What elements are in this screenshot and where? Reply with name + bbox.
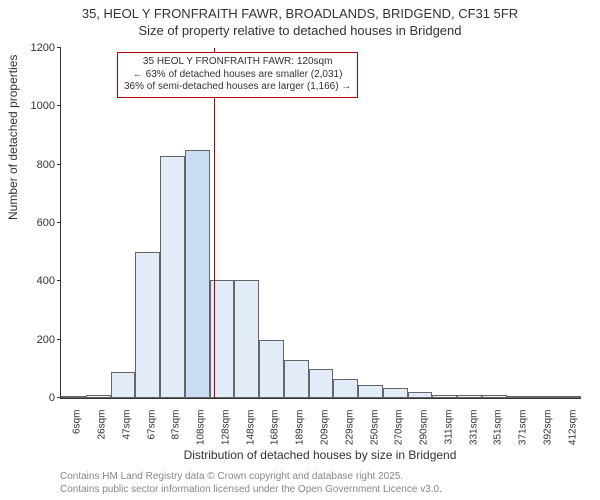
- histogram-bar: [432, 395, 457, 398]
- y-tick-mark: [57, 222, 61, 223]
- histogram-plot: 35 HEOL Y FRONFRAITH FAWR: 120sqm ← 63% …: [60, 48, 581, 399]
- chart-title: 35, HEOL Y FRONFRAITH FAWR, BROADLANDS, …: [0, 0, 600, 40]
- histogram-bar: [482, 395, 507, 399]
- histogram-bar: [531, 396, 556, 398]
- property-callout: 35 HEOL Y FRONFRAITH FAWR: 120sqm ← 63% …: [117, 52, 358, 98]
- histogram-bar: [457, 395, 482, 398]
- y-tick-label: 400: [37, 275, 61, 287]
- histogram-bar: [383, 388, 408, 398]
- y-tick-label: 1000: [31, 100, 61, 112]
- histogram-bar: [556, 396, 581, 398]
- attribution-footer: Contains HM Land Registry data © Crown c…: [60, 471, 442, 496]
- y-tick-mark: [57, 164, 61, 165]
- histogram-bar: [61, 396, 86, 398]
- histogram-bar: [234, 280, 259, 398]
- histogram-bar: [135, 252, 160, 398]
- y-tick-mark: [57, 105, 61, 106]
- footer-line-2: Contains public sector information licen…: [60, 484, 442, 497]
- y-tick-mark: [57, 47, 61, 48]
- title-line-2: Size of property relative to detached ho…: [0, 23, 600, 40]
- y-tick-label: 800: [37, 159, 61, 171]
- histogram-bar: [185, 150, 210, 398]
- x-axis-label: Distribution of detached houses by size …: [60, 448, 580, 462]
- histogram-bar: [408, 392, 433, 398]
- histogram-bar: [86, 395, 111, 398]
- y-tick-label: 200: [37, 334, 61, 346]
- y-axis-label: Number of detached properties: [6, 55, 20, 220]
- y-tick-mark: [57, 339, 61, 340]
- y-tick-label: 0: [49, 392, 61, 404]
- histogram-bar: [160, 156, 185, 398]
- y-tick-label: 1200: [31, 42, 61, 54]
- title-line-1: 35, HEOL Y FRONFRAITH FAWR, BROADLANDS, …: [0, 6, 600, 23]
- histogram-bar: [333, 379, 358, 398]
- histogram-bar: [358, 385, 383, 398]
- histogram-bar: [309, 369, 334, 398]
- histogram-bar: [111, 372, 136, 398]
- y-tick-mark: [57, 280, 61, 281]
- callout-line-3: 36% of semi-detached houses are larger (…: [124, 81, 351, 94]
- histogram-bar: [284, 360, 309, 398]
- y-tick-label: 600: [37, 217, 61, 229]
- footer-line-1: Contains HM Land Registry data © Crown c…: [60, 471, 442, 484]
- histogram-bar: [259, 340, 284, 398]
- callout-line-1: 35 HEOL Y FRONFRAITH FAWR: 120sqm: [124, 56, 351, 69]
- callout-line-2: ← 63% of detached houses are smaller (2,…: [124, 69, 351, 82]
- histogram-bar: [507, 396, 532, 398]
- histogram-bar: [210, 280, 235, 398]
- highlight-line: [214, 48, 215, 398]
